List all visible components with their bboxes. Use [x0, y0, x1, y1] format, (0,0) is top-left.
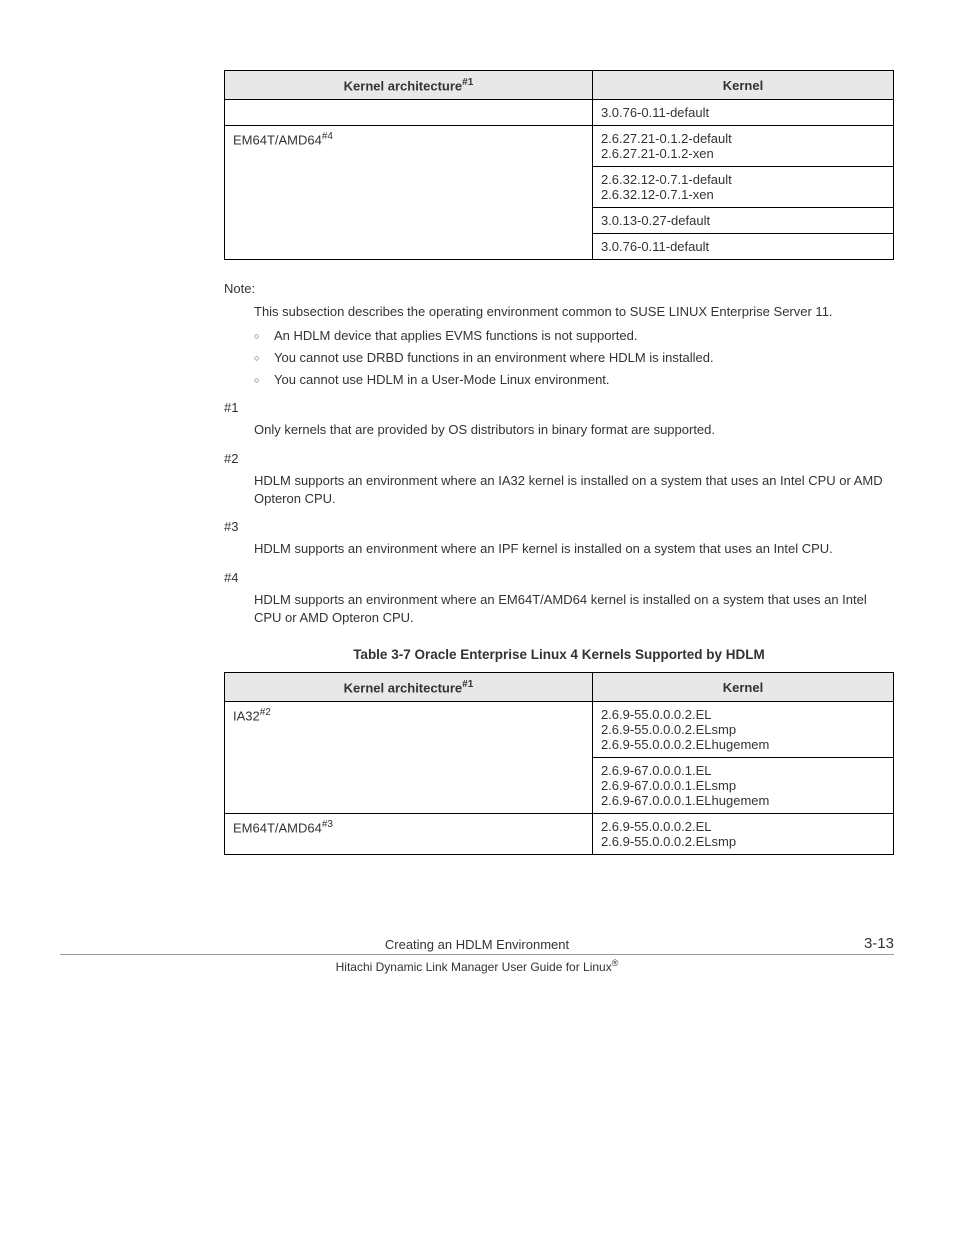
footer-doc-title: Hitachi Dynamic Link Manager User Guide … [60, 958, 894, 974]
table-caption: Table 3-7 Oracle Enterprise Linux 4 Kern… [224, 647, 894, 662]
table-row: EM64T/AMD64#3 2.6.9-55.0.0.0.2.EL 2.6.9-… [225, 814, 894, 855]
table-row: IA32#2 2.6.9-55.0.0.0.2.EL 2.6.9-55.0.0.… [225, 702, 894, 758]
note-label: Note: [224, 280, 894, 298]
bullet-item: You cannot use DRBD functions in an envi… [254, 349, 894, 367]
kernel-table-1: Kernel architecture#1 Kernel 3.0.76-0.11… [224, 70, 894, 260]
footer-chapter-title: Creating an HDLM Environment [269, 937, 686, 952]
th-arch: Kernel architecture#1 [225, 71, 593, 100]
footnote-text: HDLM supports an environment where an EM… [254, 591, 894, 627]
th-arch: Kernel architecture#1 [225, 673, 593, 702]
footnote-label: #3 [224, 518, 894, 536]
kernel-table-2: Kernel architecture#1 Kernel IA32#2 2.6.… [224, 672, 894, 855]
bullet-item: You cannot use HDLM in a User-Mode Linux… [254, 371, 894, 389]
footer-page-number: 3-13 [686, 935, 895, 952]
table-row: EM64T/AMD64#4 2.6.27.21-0.1.2-default 2.… [225, 126, 894, 167]
bullet-item: An HDLM device that applies EVMS functio… [254, 327, 894, 345]
note-text: This subsection describes the operating … [254, 303, 894, 321]
footnote-text: HDLM supports an environment where an IA… [254, 472, 894, 508]
notes-section: Note: This subsection describes the oper… [224, 280, 894, 627]
footnote-text: Only kernels that are provided by OS dis… [254, 421, 894, 439]
page-footer: Creating an HDLM Environment 3-13 Hitach… [60, 935, 894, 974]
th-kernel: Kernel [592, 71, 893, 100]
th-kernel: Kernel [592, 673, 893, 702]
footnote-label: #1 [224, 399, 894, 417]
table-row: 3.0.76-0.11-default [225, 100, 894, 126]
footnote-label: #2 [224, 450, 894, 468]
footnote-text: HDLM supports an environment where an IP… [254, 540, 894, 558]
footnote-label: #4 [224, 569, 894, 587]
